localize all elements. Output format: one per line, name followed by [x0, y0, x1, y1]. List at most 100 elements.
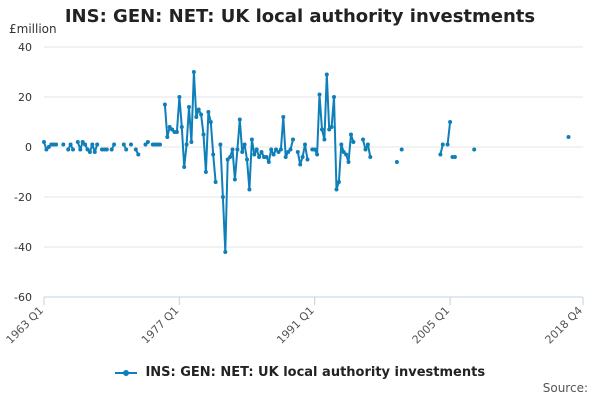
y-tick-label: 40: [18, 41, 32, 54]
data-point: [274, 147, 278, 152]
x-tick-label: 2018 Q4: [543, 304, 586, 347]
data-point: [162, 102, 167, 107]
data-point: [61, 142, 66, 147]
legend-swatch: [114, 368, 137, 378]
data-point: [194, 115, 199, 119]
data-point: [322, 137, 327, 142]
series-line-segment: [163, 71, 217, 183]
data-point: [143, 142, 148, 147]
x-tick-label: 2005 Q1: [410, 304, 453, 347]
data-point: [271, 152, 276, 157]
data-point: [448, 120, 453, 124]
data-point: [206, 110, 211, 114]
data-point: [305, 157, 310, 162]
data-point: [349, 132, 353, 137]
data-point: [249, 137, 254, 142]
data-point: [232, 177, 237, 182]
data-point: [208, 120, 213, 124]
data-point: [145, 140, 150, 144]
data-point: [95, 142, 100, 147]
data-point: [228, 155, 233, 159]
data-point: [112, 142, 117, 147]
x-tick-label: 1963 Q1: [4, 304, 47, 347]
data-point: [237, 117, 242, 122]
data-point: [133, 147, 138, 152]
y-axis-ticks: 40 20 0 -20 -40 -60: [14, 41, 32, 304]
data-point: [179, 125, 184, 129]
data-point: [104, 147, 109, 152]
data-point: [158, 142, 162, 147]
data-point: [295, 150, 300, 154]
data-point: [225, 157, 230, 162]
data-point: [276, 150, 281, 154]
data-point: [191, 70, 196, 74]
data-point: [136, 152, 141, 157]
y-tick-label: -40: [14, 241, 32, 254]
data-point: [286, 150, 291, 154]
data-point: [317, 92, 322, 97]
data-point: [339, 142, 344, 147]
data-point: [196, 107, 201, 112]
data-point: [201, 132, 206, 137]
data-point: [90, 142, 95, 147]
data-point: [445, 142, 450, 147]
data-point: [218, 142, 223, 147]
data-point: [324, 72, 329, 77]
data-point: [83, 142, 88, 147]
legend[interactable]: INS: GEN: NET: UK local authority invest…: [0, 365, 600, 380]
data-point: [341, 150, 346, 154]
data-point: [230, 147, 235, 152]
data-point: [254, 147, 259, 152]
data-point: [75, 140, 80, 144]
data-point: [167, 125, 172, 129]
data-point: [281, 115, 286, 119]
y-tick-label: -60: [14, 291, 32, 304]
series-line-segment: [362, 139, 372, 158]
data-point: [440, 142, 445, 147]
legend-label: INS: GEN: NET: UK local authority invest…: [145, 365, 486, 380]
data-point: [203, 170, 208, 174]
data-point: [189, 140, 194, 144]
data-point: [438, 152, 443, 157]
data-point: [394, 160, 399, 164]
data-point: [124, 147, 129, 152]
x-tick-label: 1977 Q1: [139, 304, 182, 347]
data-point: [266, 160, 271, 164]
data-point: [329, 125, 334, 129]
data-point: [566, 135, 571, 139]
data-point: [344, 152, 349, 157]
data-point: [80, 140, 85, 144]
data-point: [332, 95, 336, 99]
series-line-segment: [446, 121, 452, 145]
x-axis: 1963 Q1 1977 Q1 1991 Q1 2005 Q1 2018 Q4: [4, 296, 586, 347]
data-point: [283, 155, 288, 159]
data-point: [187, 105, 191, 109]
y-tick-label: -20: [14, 191, 32, 204]
data-point: [288, 147, 293, 152]
data-point: [177, 95, 182, 99]
data-point: [235, 147, 240, 152]
data-point: [252, 152, 257, 157]
data-point: [264, 155, 269, 159]
data-point: [109, 147, 114, 152]
data-point: [220, 195, 225, 199]
data-point: [247, 187, 252, 192]
data-point: [452, 155, 457, 159]
data-point: [336, 180, 341, 184]
data-point: [46, 145, 51, 149]
data-point: [170, 127, 175, 132]
data-point: [129, 142, 133, 147]
data-point: [361, 137, 365, 142]
data-point: [327, 127, 332, 132]
data-point: [363, 147, 368, 152]
data-point: [259, 150, 264, 154]
data-point: [346, 160, 351, 164]
source-label: Source:: [542, 381, 588, 395]
data-point: [44, 147, 49, 152]
data-point: [213, 180, 218, 184]
data-point: [312, 147, 317, 152]
data-point: [298, 162, 303, 167]
data-point: [211, 152, 216, 157]
data-point: [300, 155, 305, 159]
